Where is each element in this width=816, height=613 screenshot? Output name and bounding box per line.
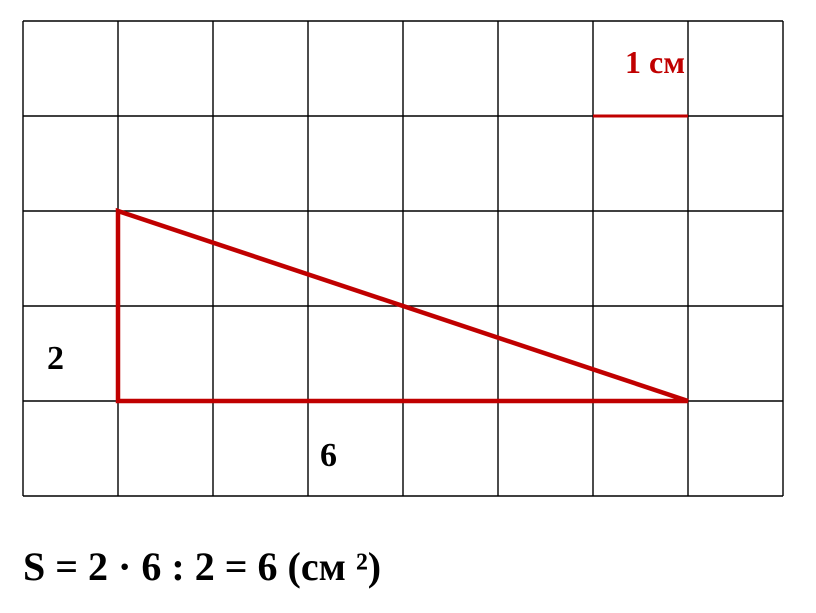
- diagram-container: 1 см 2 6 S = 2 · 6 : 2 = 6 (см ²): [0, 0, 816, 613]
- height-label: 2: [47, 340, 64, 378]
- area-formula: S = 2 · 6 : 2 = 6 (см ²): [23, 543, 381, 590]
- diagram-svg: [0, 0, 816, 613]
- scale-label: 1 см: [625, 44, 685, 81]
- base-label: 6: [320, 437, 337, 475]
